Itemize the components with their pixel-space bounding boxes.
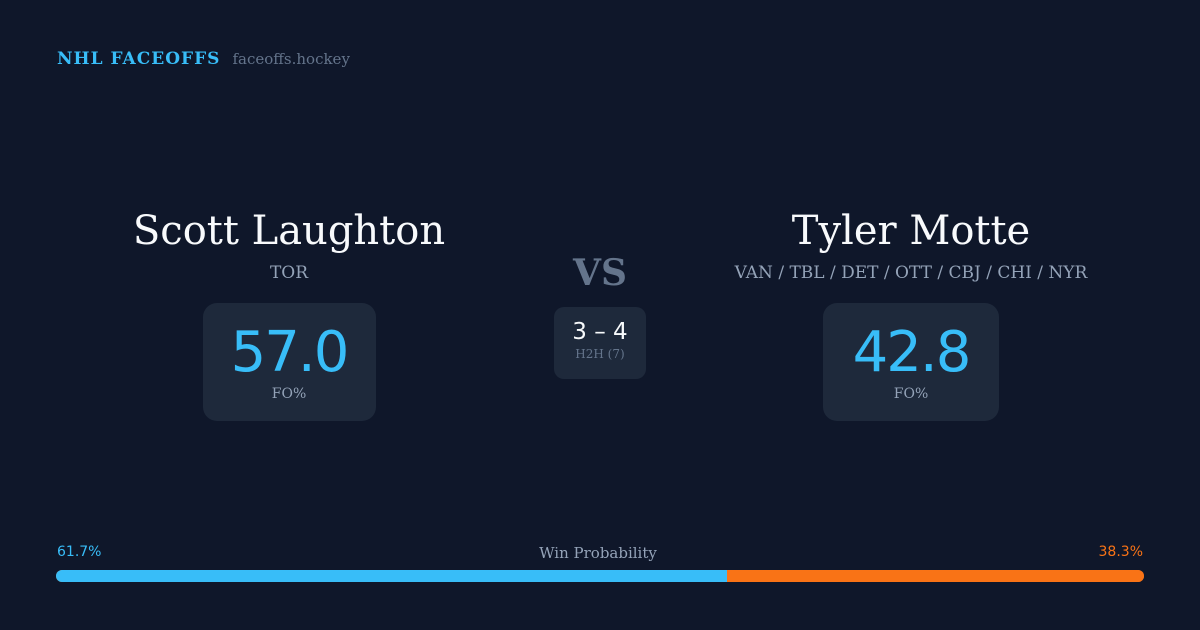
h2h-label: H2H (7): [575, 347, 625, 361]
brand-name: NHL FACEOFFS: [57, 49, 221, 69]
win-probability-bar: [56, 570, 1144, 582]
win-prob-title: Win Probability: [539, 544, 657, 562]
fo-percentage: 42.8: [852, 320, 972, 385]
fo-label: FO%: [893, 386, 929, 402]
player-name: Tyler Motte: [791, 208, 1031, 254]
h2h-card: 3 – 4 H2H (7): [554, 307, 646, 379]
win-prob-bar-left: [56, 570, 728, 582]
win-prob-right: 38.3%: [1098, 544, 1143, 560]
player-name: Scott Laughton: [132, 208, 446, 254]
win-prob-bar-right: [727, 570, 1144, 582]
fo-percentage: 57.0: [230, 320, 350, 385]
win-prob-left: 61.7%: [57, 544, 102, 560]
player-team: VAN / TBL / DET / OTT / CBJ / CHI / NYR: [734, 263, 1088, 283]
vs-label: VS: [573, 252, 627, 294]
fo-card: 42.8 FO%: [823, 303, 999, 421]
h2h-score: 3 – 4: [572, 319, 628, 345]
fo-label: FO%: [271, 386, 307, 402]
brand: NHL FACEOFFS faceoffs.hockey: [57, 49, 350, 69]
player-team: TOR: [269, 263, 309, 283]
player-left: Scott Laughton TOR 57.0 FO%: [59, 205, 519, 421]
player-right: Tyler Motte VAN / TBL / DET / OTT / CBJ …: [681, 205, 1141, 421]
brand-url: faceoffs.hockey: [232, 50, 350, 68]
fo-card: 57.0 FO%: [202, 303, 376, 421]
